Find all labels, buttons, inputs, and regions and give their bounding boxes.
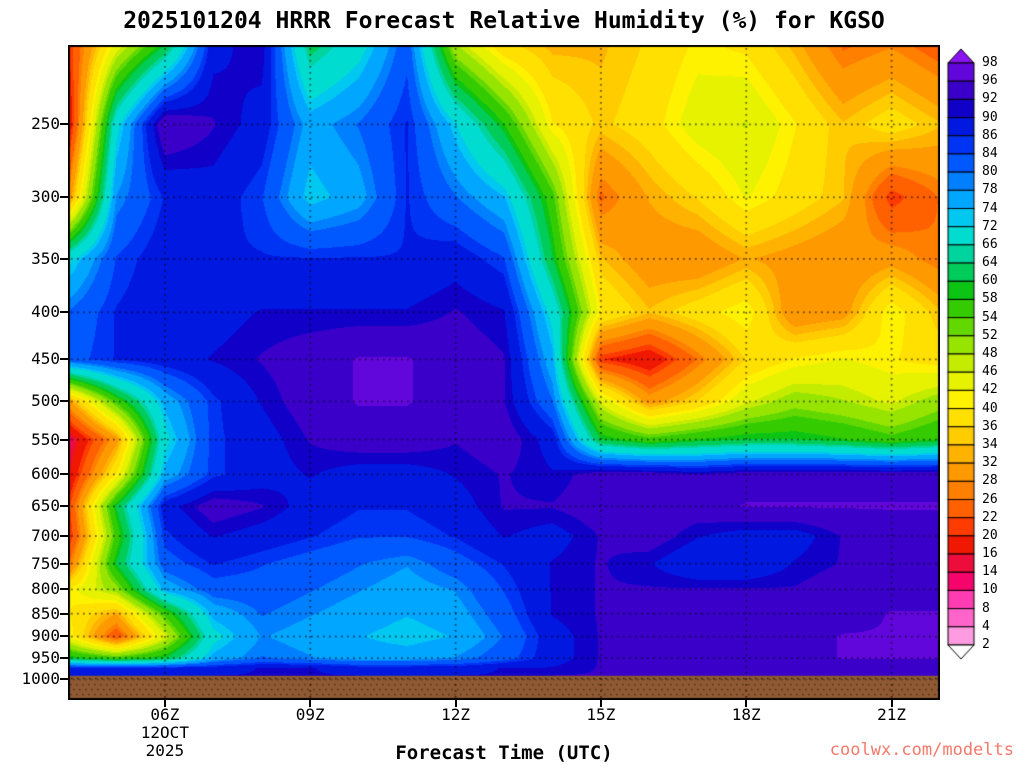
y-tick-mark [60,657,68,660]
y-tick-label: 600 [31,464,60,484]
colorbar-label: 92 [982,91,998,107]
colorbar-label: 52 [982,327,998,343]
colorbar-label: 26 [982,491,998,507]
y-tick-label: 750 [31,553,60,573]
y-tick-label: 300 [31,187,60,207]
y-tick-mark [60,677,68,680]
colorbar-label: 2 [982,637,990,652]
y-tick-label: 250 [31,114,60,134]
y-tick-mark [60,534,68,537]
y-tick-mark [60,505,68,508]
watermark-link[interactable]: coolwx.com/modelts [829,740,1014,760]
colorbar-label: 10 [982,582,998,598]
colorbar-label: 96 [982,73,998,89]
colorbar-label: 22 [982,509,998,525]
humidity-heatmap-canvas [68,45,940,700]
colorbar-label: 4 [982,618,990,634]
y-tick-mark [60,438,68,441]
colorbar-label: 74 [982,200,998,216]
x-tick-mark [599,700,602,707]
y-tick-mark [60,473,68,476]
y-tick-label: 400 [31,302,60,322]
y-tick-mark [60,400,68,403]
colorbar-label: 72 [982,218,998,234]
y-tick-label: 650 [31,496,60,516]
y-tick-mark [60,612,68,615]
y-tick-mark [60,358,68,361]
colorbar-label: 84 [982,145,998,161]
y-tick-label: 950 [31,648,60,668]
x-tick-label: 21Z [877,705,906,724]
colorbar-label: 42 [982,382,998,398]
colorbar [946,48,980,662]
colorbar-label: 36 [982,418,998,434]
colorbar-label: 58 [982,291,998,307]
y-tick-mark [60,635,68,638]
y-tick-label: 550 [31,429,60,449]
x-tick-label: 12Z [441,705,470,724]
y-tick-label: 350 [31,248,60,268]
x-tick-label: 09Z [295,705,325,724]
colorbar-label: 64 [982,255,998,271]
x-tick-mark [745,700,748,707]
x-axis-title: Forecast Time (UTC) [395,742,613,764]
colorbar-label: 46 [982,364,998,380]
y-tick-mark [60,123,68,126]
y-tick-label: 450 [31,349,60,369]
y-tick-label: 900 [31,626,60,646]
colorbar-label: 78 [982,182,998,198]
y-tick-label: 850 [31,603,60,623]
x-tick-mark [454,700,457,707]
x-tick-label: 18Z [731,705,761,724]
x-axis-year-label: 2025 [145,741,185,760]
y-tick-label: 700 [31,525,60,545]
colorbar-label: 90 [982,109,998,125]
colorbar-label: 48 [982,346,998,361]
colorbar-label: 80 [982,164,998,180]
y-tick-mark [60,196,68,199]
colorbar-label: 20 [982,527,998,543]
colorbar-label: 34 [982,436,998,452]
y-tick-mark [60,562,68,565]
x-tick-mark [309,700,312,707]
colorbar-label: 66 [982,236,998,252]
x-tick-label: 06Z [150,705,180,724]
y-tick-mark [60,257,68,260]
y-tick-mark [60,588,68,591]
colorbar-label: 14 [982,564,998,580]
y-tick-label: 800 [31,579,60,599]
x-tick-label: 15Z [586,705,616,724]
colorbar-label: 16 [982,546,998,562]
chart-title: 2025101204 HRRR Forecast Relative Humidi… [123,8,885,34]
y-tick-label: 500 [31,391,60,411]
colorbar-label: 86 [982,127,998,143]
colorbar-label: 98 [982,55,998,70]
colorbar-label: 32 [982,455,998,471]
x-axis-date-label: 12OCT [140,723,189,742]
colorbar-label: 28 [982,473,998,489]
x-tick-mark [163,700,166,707]
colorbar-label: 8 [982,600,990,616]
y-tick-label: 1000 [21,668,60,688]
colorbar-label: 60 [982,273,998,289]
x-tick-mark [890,700,893,707]
colorbar-label: 40 [982,400,998,416]
colorbar-label: 54 [982,309,998,325]
y-tick-mark [60,311,68,314]
